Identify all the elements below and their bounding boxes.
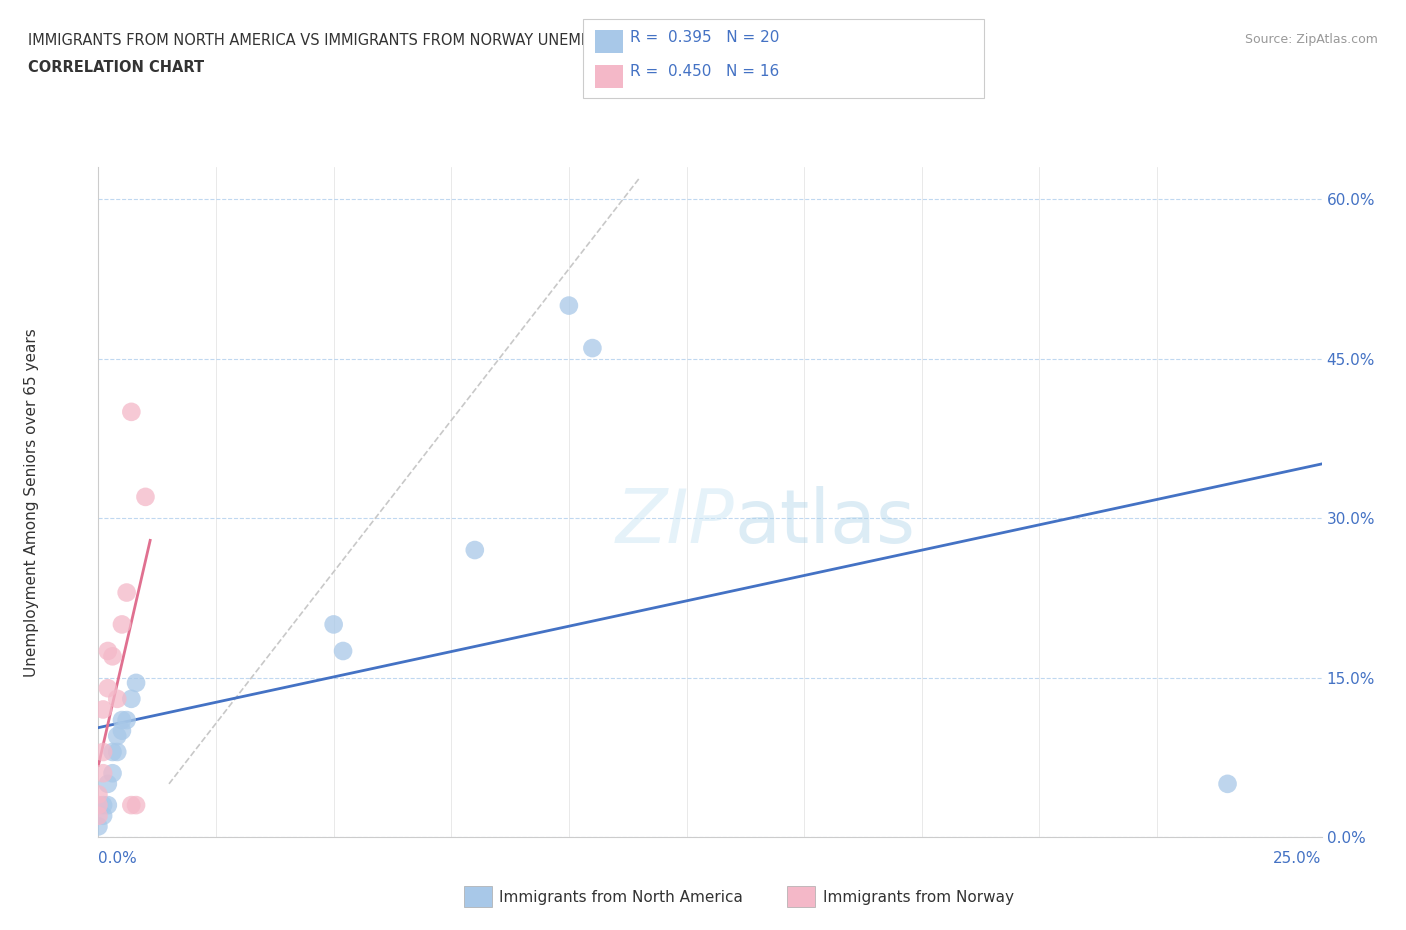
Point <box>1216 777 1239 791</box>
Text: ZIP: ZIP <box>616 486 734 558</box>
Point <box>125 798 148 813</box>
Point <box>332 644 354 658</box>
Text: R =  0.395   N = 20: R = 0.395 N = 20 <box>630 30 779 45</box>
Text: Immigrants from North America: Immigrants from North America <box>499 890 742 905</box>
Point <box>91 702 114 717</box>
Point <box>111 617 134 631</box>
Text: R =  0.450   N = 16: R = 0.450 N = 16 <box>630 64 779 79</box>
Point <box>115 712 138 727</box>
Point <box>97 777 120 791</box>
Point <box>87 819 110 834</box>
Point <box>581 340 603 355</box>
Point <box>558 299 581 313</box>
Text: CORRELATION CHART: CORRELATION CHART <box>28 60 204 75</box>
Point <box>464 542 486 557</box>
Point <box>87 798 110 813</box>
Text: 0.0%: 0.0% <box>98 851 138 866</box>
Point <box>105 691 128 706</box>
Point <box>91 808 114 823</box>
Text: atlas: atlas <box>734 485 915 559</box>
Point <box>101 649 124 664</box>
Point <box>120 798 142 813</box>
Point <box>322 617 344 631</box>
Point <box>91 798 114 813</box>
Point <box>111 712 134 727</box>
Point <box>97 681 120 696</box>
Text: 25.0%: 25.0% <box>1274 851 1322 866</box>
Point <box>134 489 156 504</box>
Point <box>105 728 128 743</box>
Point <box>125 675 148 690</box>
Point <box>111 724 134 738</box>
Point <box>120 405 142 419</box>
Point <box>91 765 114 780</box>
Text: Source: ZipAtlas.com: Source: ZipAtlas.com <box>1244 33 1378 46</box>
Text: Immigrants from Norway: Immigrants from Norway <box>823 890 1014 905</box>
Point <box>91 745 114 760</box>
Point <box>120 691 142 706</box>
Point <box>87 787 110 802</box>
Point <box>101 745 124 760</box>
Text: Unemployment Among Seniors over 65 years: Unemployment Among Seniors over 65 years <box>24 328 38 677</box>
Point <box>101 765 124 780</box>
Point <box>115 585 138 600</box>
Point <box>97 644 120 658</box>
Text: IMMIGRANTS FROM NORTH AMERICA VS IMMIGRANTS FROM NORWAY UNEMPLOYMENT AMONG SENIO: IMMIGRANTS FROM NORTH AMERICA VS IMMIGRA… <box>28 33 910 47</box>
Point <box>87 808 110 823</box>
Point <box>105 745 128 760</box>
Point <box>97 798 120 813</box>
